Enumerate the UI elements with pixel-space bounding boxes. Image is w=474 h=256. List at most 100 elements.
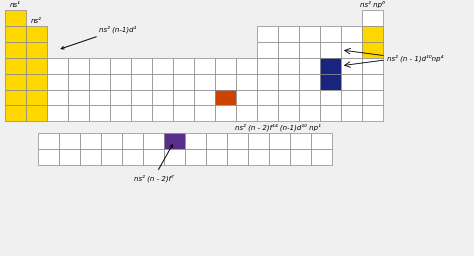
Bar xyxy=(110,58,131,74)
Bar xyxy=(47,105,68,121)
Bar xyxy=(320,74,341,90)
Bar xyxy=(68,74,89,90)
Bar xyxy=(173,105,194,121)
Bar xyxy=(89,74,110,90)
Bar xyxy=(26,42,47,58)
Bar xyxy=(194,58,215,74)
Bar xyxy=(236,58,257,74)
Bar xyxy=(341,105,362,121)
Bar xyxy=(278,26,299,42)
Bar xyxy=(257,74,278,90)
Bar xyxy=(122,149,143,165)
Bar xyxy=(26,90,47,105)
Bar xyxy=(26,58,47,74)
Bar xyxy=(299,58,320,74)
Bar xyxy=(227,149,248,165)
Bar xyxy=(185,149,206,165)
Bar xyxy=(185,133,206,149)
Bar xyxy=(152,58,173,74)
Text: ns² (n-1)d¹: ns² (n-1)d¹ xyxy=(61,26,137,49)
Bar xyxy=(101,133,122,149)
Bar xyxy=(131,74,152,90)
Bar xyxy=(68,90,89,105)
Bar xyxy=(278,105,299,121)
Bar xyxy=(47,74,68,90)
Bar xyxy=(47,90,68,105)
Bar xyxy=(311,149,332,165)
Bar xyxy=(173,90,194,105)
Bar xyxy=(131,58,152,74)
Bar xyxy=(299,74,320,90)
Bar xyxy=(164,149,185,165)
Bar xyxy=(110,90,131,105)
Bar xyxy=(269,133,290,149)
Bar xyxy=(5,58,26,74)
Bar xyxy=(80,133,101,149)
Bar xyxy=(131,90,152,105)
Bar xyxy=(59,133,80,149)
Bar xyxy=(164,133,185,149)
Bar xyxy=(299,42,320,58)
Bar xyxy=(215,58,236,74)
Bar xyxy=(5,74,26,90)
Bar xyxy=(143,133,164,149)
Bar xyxy=(248,133,269,149)
Bar xyxy=(68,58,89,74)
Bar xyxy=(5,42,26,58)
Bar xyxy=(257,58,278,74)
Bar xyxy=(236,90,257,105)
Bar xyxy=(362,42,383,58)
Bar xyxy=(269,149,290,165)
Bar xyxy=(257,26,278,42)
Bar xyxy=(236,74,257,90)
Bar xyxy=(143,149,164,165)
Bar xyxy=(248,149,269,165)
Bar xyxy=(362,10,383,26)
Bar xyxy=(101,149,122,165)
Bar xyxy=(38,133,59,149)
Bar xyxy=(362,105,383,121)
Bar xyxy=(173,74,194,90)
Bar xyxy=(299,90,320,105)
Bar xyxy=(206,133,227,149)
Bar xyxy=(80,149,101,165)
Bar xyxy=(152,74,173,90)
Bar xyxy=(5,10,26,26)
Text: ns²: ns² xyxy=(31,18,42,24)
Bar xyxy=(215,90,236,105)
Bar xyxy=(236,105,257,121)
Bar xyxy=(206,149,227,165)
Text: ns² np⁶: ns² np⁶ xyxy=(360,1,385,8)
Bar xyxy=(257,42,278,58)
Bar xyxy=(257,90,278,105)
Bar xyxy=(290,149,311,165)
Bar xyxy=(341,26,362,42)
Bar xyxy=(257,105,278,121)
Bar xyxy=(26,105,47,121)
Bar xyxy=(89,105,110,121)
Bar xyxy=(110,105,131,121)
Bar xyxy=(173,58,194,74)
Bar xyxy=(362,58,383,74)
Bar xyxy=(5,105,26,121)
Bar xyxy=(320,42,341,58)
Bar xyxy=(26,26,47,42)
Text: ns² (n - 1)d¹⁰np⁴: ns² (n - 1)d¹⁰np⁴ xyxy=(387,54,443,62)
Bar xyxy=(194,74,215,90)
Bar xyxy=(89,90,110,105)
Bar xyxy=(59,149,80,165)
Bar xyxy=(5,26,26,42)
Bar xyxy=(278,42,299,58)
Bar xyxy=(152,105,173,121)
Bar xyxy=(341,74,362,90)
Bar xyxy=(131,105,152,121)
Bar xyxy=(194,105,215,121)
Bar xyxy=(320,90,341,105)
Text: ns² (n - 2)f¹⁴ (n-1)d¹⁰ np¹: ns² (n - 2)f¹⁴ (n-1)d¹⁰ np¹ xyxy=(235,123,321,131)
Bar xyxy=(5,90,26,105)
Bar xyxy=(194,90,215,105)
Bar xyxy=(89,58,110,74)
Bar xyxy=(341,58,362,74)
Bar xyxy=(320,26,341,42)
Text: ns¹: ns¹ xyxy=(10,2,21,8)
